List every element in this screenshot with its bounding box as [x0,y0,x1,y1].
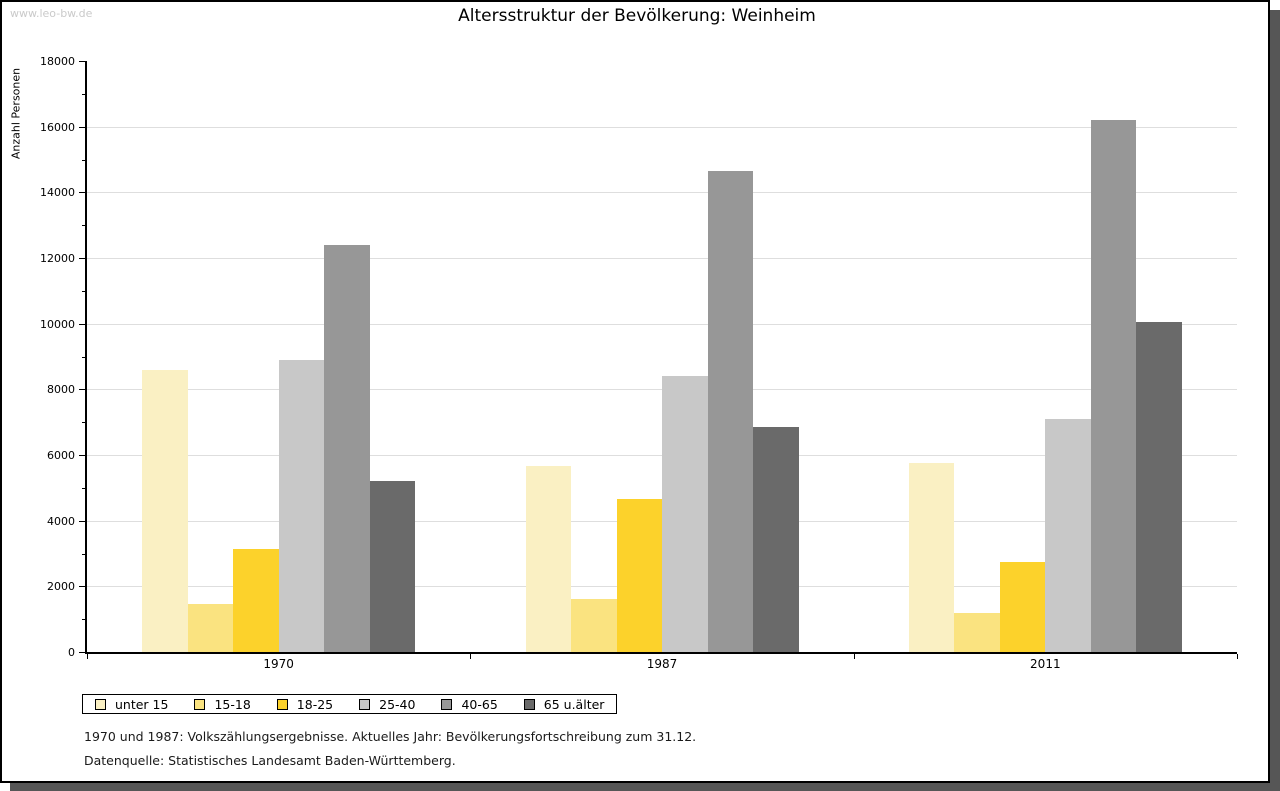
legend-label: 18-25 [296,696,334,712]
bar [187,604,234,652]
bar [369,481,416,652]
bar [1090,120,1137,652]
y-tick-label: 2000 [47,580,75,594]
bar [753,427,799,652]
y-minor-tick [82,290,86,292]
shadow-bottom [10,783,1280,791]
legend-swatch [359,698,371,710]
y-major-tick [79,586,86,588]
bar [278,359,325,652]
y-major-tick [79,258,86,259]
y-minor-tick [82,93,86,95]
bar [324,244,370,652]
x-boundary-tick [87,654,88,659]
bar [954,612,1000,652]
y-tick-label: 18000 [40,55,75,68]
legend-item: 40-65 [441,696,498,712]
legend-swatch [441,698,453,710]
category-label: 2011 [1030,657,1061,671]
y-tick-label: 8000 [47,383,75,397]
y-minor-tick [82,422,86,424]
y-tick-label: 16000 [40,120,75,134]
bar [142,369,188,652]
shadow-right [1270,10,1280,791]
legend-item: 65 u.älter [523,696,605,712]
gridline [87,192,1237,194]
bar [999,561,1046,652]
legend-item: 25-40 [359,697,415,712]
bar [1136,322,1182,652]
y-minor-tick [82,619,86,621]
y-major-tick [79,652,86,653]
y-axis-label: Anzahl Personen [9,67,23,160]
legend-swatch [276,698,288,710]
legend-label: 65 u.älter [543,696,605,712]
y-major-tick [79,192,86,194]
bar [571,599,617,652]
y-major-tick [79,389,86,391]
y-tick-label: 12000 [40,252,75,265]
y-minor-tick [82,225,86,227]
footnote-line1: 1970 und 1987: Volkszählungsergebnisse. … [84,729,697,744]
y-major-tick [79,520,86,522]
x-boundary-tick [853,654,855,659]
y-major-tick [79,61,86,62]
x-axis-line [85,652,1237,654]
category-label: 1987 [646,657,678,671]
y-major-tick [79,323,86,325]
bar [707,170,753,652]
y-tick-label: 6000 [47,449,75,462]
y-major-tick [79,126,86,128]
y-axis-line [85,61,87,654]
gridline [87,258,1237,259]
legend-label: 15-18 [214,696,251,712]
x-boundary-tick [470,654,472,659]
legend: unter 15 15-18 18-25 25-40 40-65 65 u.älter [82,694,618,714]
legend-item: 15-18 [194,696,251,712]
legend-swatch [194,698,206,710]
legend-item: unter 15 [95,697,168,712]
gridline [87,323,1237,325]
bar [525,466,571,652]
chart-title: Altersstruktur der Bevölkerung: Weinheim [458,6,816,26]
bar [233,548,279,652]
y-tick-label: 14000 [40,186,75,200]
bar [1045,418,1091,652]
y-minor-tick [82,356,86,358]
legend-label: unter 15 [115,696,169,712]
y-minor-tick [82,553,86,555]
legend-swatch [523,698,535,710]
bar [616,499,662,652]
legend-label: 25-40 [379,696,416,712]
y-tick-label: 10000 [40,317,75,331]
y-minor-tick [82,159,86,161]
y-minor-tick [82,487,86,489]
y-tick-label: 0 [68,646,75,659]
watermark: www.leo-bw.de [10,7,93,20]
footnote-line2: Datenquelle: Statistisches Landesamt Bad… [84,753,456,768]
y-tick-label: 4000 [47,514,75,528]
category-label: 1970 [263,657,294,671]
x-boundary-tick [1237,654,1238,659]
legend-swatch [95,698,106,710]
bar [662,376,708,652]
legend-label: 40-65 [461,696,498,712]
bar [908,463,955,652]
gridline [87,126,1237,128]
y-major-tick [79,455,86,456]
legend-item: 18-25 [276,696,334,712]
